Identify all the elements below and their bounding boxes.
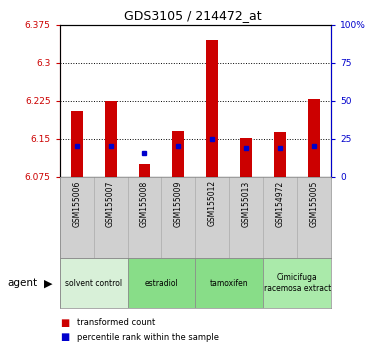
Text: estradiol: estradiol (145, 279, 178, 288)
Bar (172, 131, 184, 177)
Text: GSM154972: GSM154972 (276, 180, 285, 227)
Text: GSM155012: GSM155012 (208, 180, 217, 226)
Bar (60, 258, 127, 308)
Text: GSM155008: GSM155008 (140, 180, 149, 227)
Bar (240, 138, 252, 177)
Bar (105, 101, 117, 177)
Bar (263, 258, 331, 308)
Text: GDS3105 / 214472_at: GDS3105 / 214472_at (124, 9, 261, 22)
Text: GSM155013: GSM155013 (242, 180, 251, 227)
Bar (139, 164, 151, 177)
Text: percentile rank within the sample: percentile rank within the sample (77, 332, 219, 342)
Bar (195, 258, 263, 308)
Text: ■: ■ (60, 332, 69, 342)
Text: solvent control: solvent control (65, 279, 122, 288)
Bar (206, 40, 218, 177)
Text: ■: ■ (60, 318, 69, 328)
Bar (71, 111, 82, 177)
Text: agent: agent (8, 278, 38, 288)
Text: tamoxifen: tamoxifen (210, 279, 249, 288)
Text: Cimicifuga
racemosa extract: Cimicifuga racemosa extract (264, 274, 331, 293)
Bar (274, 132, 286, 177)
Text: GSM155006: GSM155006 (72, 180, 81, 227)
Text: transformed count: transformed count (77, 318, 155, 327)
Bar (308, 99, 320, 177)
Bar (127, 258, 195, 308)
Text: GSM155009: GSM155009 (174, 180, 183, 227)
Text: GSM155005: GSM155005 (310, 180, 319, 227)
Text: ▶: ▶ (44, 278, 52, 288)
Text: GSM155007: GSM155007 (106, 180, 115, 227)
